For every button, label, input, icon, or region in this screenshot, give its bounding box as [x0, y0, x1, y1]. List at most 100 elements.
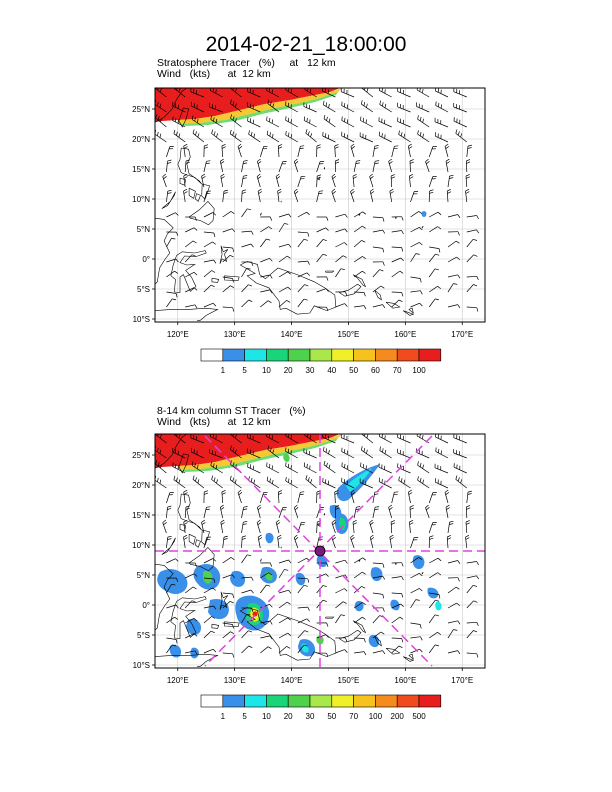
- wind-barb: [184, 159, 190, 173]
- wind-barb: [304, 88, 317, 98]
- wind-barb: [241, 645, 253, 654]
- wind-barb: [410, 622, 422, 629]
- wind-barb: [172, 101, 186, 113]
- wind-barb: [260, 257, 273, 263]
- wind-barb: [303, 462, 317, 474]
- wind-barb: [428, 599, 440, 609]
- wind-barb: [428, 298, 439, 308]
- coastline: [178, 453, 189, 474]
- wind-barb: [229, 129, 242, 143]
- wind-barb: [341, 116, 355, 128]
- colorbar-swatch: [418, 348, 442, 362]
- wind-barb: [390, 520, 396, 534]
- wind-barb: [372, 261, 385, 266]
- wind-barb: [210, 115, 223, 128]
- wind-barb: [155, 460, 167, 474]
- wind-barb: [322, 434, 336, 444]
- wind-barb: [428, 614, 439, 624]
- wind-barb: [293, 534, 299, 549]
- coastline: [402, 656, 415, 662]
- wind-barb: [285, 447, 298, 459]
- wind-barb: [203, 241, 216, 248]
- wind-barb: [331, 519, 336, 534]
- colorbar-swatch: [287, 348, 311, 362]
- wind-barb: [353, 270, 366, 278]
- colorbar-label: 50: [349, 366, 358, 375]
- wind-barb: [398, 476, 411, 489]
- wind-barb: [185, 562, 197, 567]
- wind-barb: [297, 606, 310, 611]
- wind-barb: [297, 238, 308, 248]
- wind-barb: [219, 158, 225, 173]
- coastline: [317, 176, 320, 181]
- wind-barb: [435, 88, 449, 98]
- wind-barb: [466, 229, 480, 234]
- wind-barb: [190, 447, 205, 459]
- wind-barb: [248, 130, 261, 143]
- wind-barb: [241, 607, 254, 612]
- wind-barb: [278, 617, 291, 624]
- wind-barb: [222, 631, 235, 639]
- wind-barb: [350, 489, 356, 504]
- wind-barb: [316, 227, 329, 233]
- wind-barb: [241, 243, 254, 248]
- lon-tick-label: 130°E: [224, 330, 246, 339]
- panel-1-gridlines: [155, 88, 485, 322]
- coastline: [201, 183, 210, 200]
- colorbar-swatch: [222, 694, 245, 708]
- panel-1-map-frame: [154, 87, 486, 323]
- wind-barb: [353, 225, 366, 233]
- coastline: [385, 647, 401, 655]
- wind-barb: [166, 644, 177, 654]
- wind-barb: [185, 287, 198, 293]
- wind-barb: [407, 489, 413, 504]
- wind-barb: [409, 159, 414, 173]
- wind-barb: [455, 129, 468, 143]
- wind-barb: [166, 270, 179, 278]
- wind-barb: [453, 463, 467, 474]
- wind-barb: [453, 117, 467, 128]
- wind-barb: [447, 214, 461, 219]
- coastline: [155, 434, 188, 469]
- colorbar-label: 200: [391, 712, 405, 721]
- wind-barb: [222, 600, 234, 609]
- wind-barb: [203, 506, 211, 519]
- wind-barb: [293, 188, 299, 203]
- wind-barb: [455, 475, 468, 489]
- wind-barb: [297, 584, 308, 594]
- wind-barb: [410, 588, 423, 594]
- wind-barb: [335, 588, 348, 594]
- coastline: [240, 607, 337, 661]
- wind-barb: [465, 174, 470, 188]
- wind-barb: [428, 253, 440, 263]
- coastline: [224, 275, 240, 281]
- wind-barb: [278, 255, 291, 263]
- coastline: [240, 261, 337, 315]
- wind-barb: [166, 637, 178, 644]
- wind-barb: [417, 461, 430, 474]
- wind-barb: [353, 586, 366, 594]
- lat-tick-label: 10°N: [132, 541, 150, 550]
- wind-barb: [166, 535, 172, 549]
- panel-2-axis-ticks: 25°N 20°N 15°N 10°N 5°N 0° 5°S 10°S 120°E 130°E 14…: [132, 451, 473, 685]
- wind-barb: [278, 161, 287, 173]
- wind-barb: [257, 188, 263, 203]
- panel-2-wind-label: Wind (kts) at 12 km: [157, 416, 271, 428]
- wind-barb: [466, 561, 479, 566]
- wind-barb: [435, 447, 449, 459]
- coastline: [224, 621, 240, 627]
- colorbar-label: 10: [262, 712, 271, 721]
- coastline: [155, 88, 188, 123]
- wind-barb: [316, 585, 327, 594]
- wind-barb: [162, 173, 167, 188]
- wind-barb: [241, 284, 253, 293]
- wind-barb: [203, 490, 209, 504]
- wind-barb: [466, 306, 479, 312]
- wind-barb: [256, 519, 262, 534]
- coastline: [374, 289, 382, 301]
- wind-barb: [297, 577, 310, 583]
- wind-barb: [203, 160, 211, 173]
- colorbar-label: 70: [393, 366, 402, 375]
- lon-tick-label: 120°E: [167, 676, 189, 685]
- wind-barb: [334, 159, 340, 173]
